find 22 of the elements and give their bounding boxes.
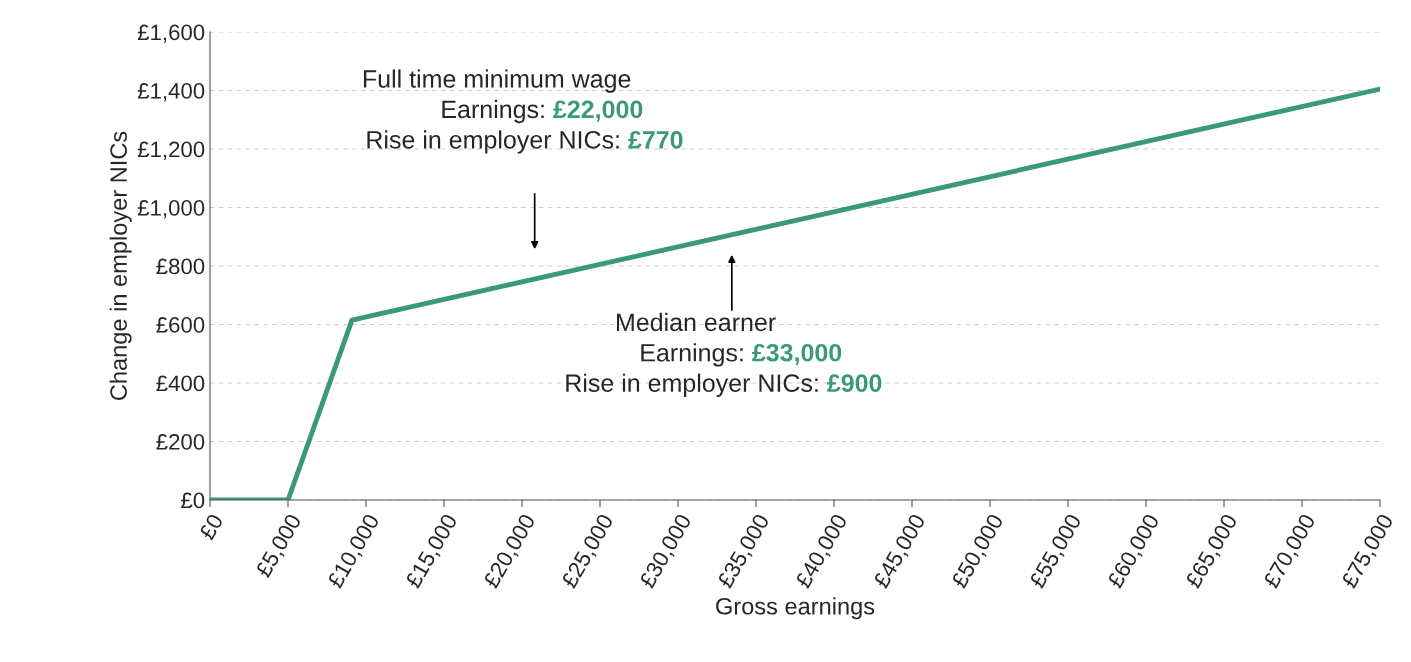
annotation: £33,000 — [752, 343, 842, 366]
annotation: Median earner — [617, 312, 776, 332]
y-tick-label: £200 — [156, 434, 205, 450]
annotation: Earnings: — [641, 343, 743, 367]
annotation: Rise in employer NICs: — [566, 373, 818, 397]
x-tick-label: £0 — [198, 512, 224, 541]
y-tick-label: £1,600 — [137, 24, 205, 43]
y-tick-label: £1,400 — [137, 83, 205, 102]
y-tick-label: £800 — [156, 258, 205, 275]
y-tick-label: £400 — [156, 375, 205, 392]
y-tick-label: £600 — [156, 317, 205, 333]
annotation: Earnings: — [442, 99, 544, 124]
y-tick-label: £1,200 — [137, 141, 205, 160]
x-axis-title: Gross earnings — [716, 597, 875, 620]
y-tick-label: £1,000 — [137, 200, 205, 219]
annotation: £770 — [628, 130, 683, 149]
y-axis-title: Change in employer NICs — [109, 131, 132, 400]
annotation: Full time minimum wage — [363, 69, 631, 93]
annotation: £900 — [827, 374, 882, 392]
annotation: Rise in employer NICs: — [367, 130, 619, 154]
y-tick-label: £0 — [181, 492, 205, 509]
annotation: £22,000 — [553, 100, 643, 122]
